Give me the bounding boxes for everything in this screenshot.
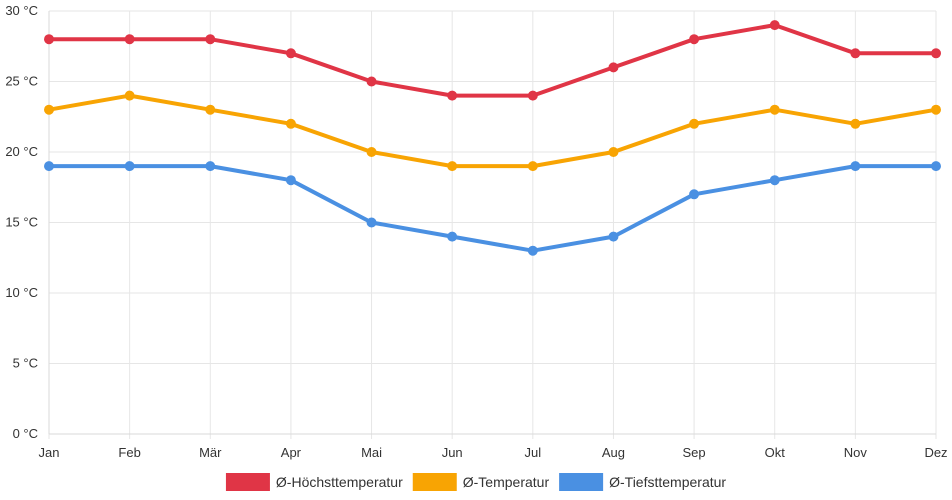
data-point-o-hochsttemperatur-okt[interactable]	[769, 20, 780, 31]
data-point-o-temperatur-jun[interactable]	[447, 161, 458, 172]
y-tick-label: 25 °C	[5, 74, 38, 89]
y-tick-label: 5 °C	[13, 356, 38, 371]
data-point-o-hochsttemperatur-jan[interactable]	[44, 34, 54, 45]
data-point-o-tiefsttemperatur-dez[interactable]	[931, 161, 941, 172]
data-point-o-temperatur-jan[interactable]	[44, 104, 54, 115]
x-tick-label: Jul	[525, 445, 542, 460]
x-tick-label: Sep	[683, 445, 706, 460]
data-point-o-tiefsttemperatur-mai[interactable]	[366, 217, 377, 228]
data-point-o-temperatur-mar[interactable]	[205, 104, 216, 115]
legend-swatch	[559, 473, 604, 491]
legend-item-o-temperatur[interactable]: Ø-Temperatur	[412, 473, 550, 491]
x-tick-label: Mai	[361, 445, 382, 460]
series-o-tiefsttemperatur	[44, 161, 941, 256]
data-point-o-tiefsttemperatur-okt[interactable]	[769, 175, 780, 186]
series-line-o-hochsttemperatur	[47, 23, 938, 98]
series-layer	[44, 20, 941, 256]
y-tick-label: 30 °C	[5, 3, 38, 18]
legend-label: Ø-Tiefsttemperatur	[609, 474, 726, 490]
data-point-o-temperatur-aug[interactable]	[608, 147, 619, 157]
data-point-o-tiefsttemperatur-feb[interactable]	[124, 161, 135, 172]
data-point-o-hochsttemperatur-jul[interactable]	[527, 90, 538, 101]
data-point-o-temperatur-sep[interactable]	[689, 118, 700, 129]
data-point-o-hochsttemperatur-aug[interactable]	[608, 62, 619, 73]
data-point-o-temperatur-feb[interactable]	[124, 90, 135, 101]
x-tick-label: Feb	[118, 445, 140, 460]
data-point-o-hochsttemperatur-nov[interactable]	[850, 48, 861, 59]
data-point-o-temperatur-jul[interactable]	[527, 161, 538, 172]
x-tick-label: Jun	[442, 445, 463, 460]
data-point-o-temperatur-mai[interactable]	[366, 147, 377, 157]
x-tick-label: Aug	[602, 445, 625, 460]
data-point-o-tiefsttemperatur-nov[interactable]	[850, 161, 861, 172]
data-point-o-hochsttemperatur-apr[interactable]	[285, 48, 296, 59]
x-tick-label: Mär	[199, 445, 222, 460]
y-axis-tick-labels: 0 °C 5 °C 10 °C 15 °C 20 °C 25 °C 30 °C	[5, 3, 38, 441]
x-tick-label: Dez	[924, 445, 947, 460]
data-point-o-hochsttemperatur-sep[interactable]	[689, 34, 700, 45]
data-point-o-tiefsttemperatur-jun[interactable]	[447, 231, 458, 242]
data-point-o-hochsttemperatur-feb[interactable]	[124, 34, 135, 45]
data-point-o-hochsttemperatur-dez[interactable]	[931, 48, 941, 59]
data-point-o-hochsttemperatur-mar[interactable]	[205, 34, 216, 45]
legend-swatch	[412, 473, 457, 491]
data-point-o-temperatur-okt[interactable]	[769, 104, 780, 115]
y-tick-label: 20 °C	[5, 144, 38, 159]
data-point-o-temperatur-nov[interactable]	[850, 118, 861, 129]
y-tick-label: 10 °C	[5, 285, 38, 300]
data-point-o-tiefsttemperatur-jan[interactable]	[44, 161, 54, 172]
data-point-o-temperatur-dez[interactable]	[931, 104, 941, 115]
legend-swatch	[225, 473, 270, 491]
data-point-o-tiefsttemperatur-sep[interactable]	[689, 189, 700, 200]
data-point-o-temperatur-apr[interactable]	[285, 118, 296, 129]
data-point-o-tiefsttemperatur-apr[interactable]	[285, 175, 296, 186]
legend-item-o-hochsttemperatur[interactable]: Ø-Höchsttemperatur	[225, 473, 403, 491]
data-point-o-tiefsttemperatur-mar[interactable]	[205, 161, 216, 172]
series-line-o-temperatur	[47, 93, 938, 169]
y-tick-label: 0 °C	[13, 426, 38, 441]
legend-label: Ø-Höchsttemperatur	[276, 474, 403, 490]
data-point-o-tiefsttemperatur-jul[interactable]	[527, 245, 538, 256]
series-line-o-tiefsttemperatur	[47, 164, 938, 253]
x-tick-label: Jan	[39, 445, 60, 460]
data-point-o-hochsttemperatur-jun[interactable]	[447, 90, 458, 101]
legend: Ø-Höchsttemperatur Ø-Temperatur Ø-Tiefstte…	[225, 473, 726, 491]
grid-layer	[48, 10, 937, 439]
x-tick-label: Okt	[765, 445, 786, 460]
legend-item-o-tiefsttemperatur[interactable]: Ø-Tiefsttemperatur	[559, 473, 726, 491]
x-axis-tick-labels: Jan Feb Mär Apr Mai Jun Jul Aug Sep Okt Nov Dez	[39, 445, 948, 460]
data-point-o-hochsttemperatur-mai[interactable]	[366, 76, 377, 87]
x-tick-label: Nov	[844, 445, 868, 460]
data-point-o-tiefsttemperatur-aug[interactable]	[608, 231, 619, 242]
y-tick-label: 15 °C	[5, 215, 38, 230]
series-o-hochsttemperatur	[44, 20, 941, 101]
x-tick-label: Apr	[281, 445, 302, 460]
series-o-temperatur	[44, 90, 941, 172]
legend-label: Ø-Temperatur	[463, 474, 550, 490]
